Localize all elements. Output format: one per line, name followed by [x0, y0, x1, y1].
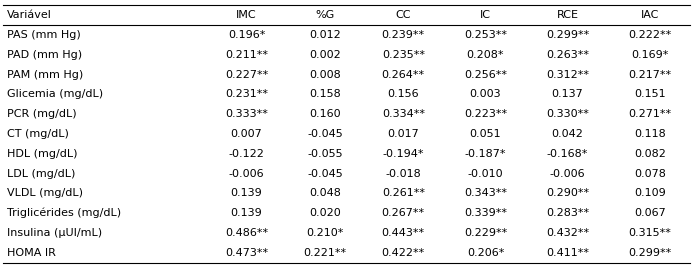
Text: Glicemia (mg/dL): Glicemia (mg/dL) [7, 90, 103, 99]
Text: 0.042: 0.042 [552, 129, 584, 139]
Text: 0.339**: 0.339** [464, 208, 507, 218]
Text: Insulina (μUI/mL): Insulina (μUI/mL) [7, 228, 102, 238]
Text: 0.217**: 0.217** [629, 70, 672, 80]
Text: 0.223**: 0.223** [464, 109, 507, 119]
Text: 0.196*: 0.196* [228, 30, 265, 40]
Text: 0.227**: 0.227** [225, 70, 268, 80]
Text: 0.048: 0.048 [309, 188, 341, 198]
Text: CT (mg/dL): CT (mg/dL) [7, 129, 69, 139]
Text: 0.333**: 0.333** [225, 109, 268, 119]
Text: 0.208*: 0.208* [466, 50, 505, 60]
Text: -0.006: -0.006 [550, 169, 586, 179]
Text: 0.315**: 0.315** [629, 228, 672, 238]
Text: 0.156: 0.156 [387, 90, 419, 99]
Text: 0.283**: 0.283** [546, 208, 589, 218]
Text: PAM (mm Hg): PAM (mm Hg) [7, 70, 83, 80]
Text: 0.239**: 0.239** [382, 30, 425, 40]
Text: -0.010: -0.010 [468, 169, 503, 179]
Text: 0.330**: 0.330** [546, 109, 589, 119]
Text: PAS (mm Hg): PAS (mm Hg) [7, 30, 80, 40]
Text: 0.253**: 0.253** [464, 30, 507, 40]
Text: -0.168*: -0.168* [547, 149, 588, 159]
Text: %G: %G [315, 10, 335, 20]
Text: 0.169*: 0.169* [631, 50, 669, 60]
Text: IAC: IAC [640, 10, 659, 20]
Text: 0.473**: 0.473** [225, 248, 268, 258]
Text: 0.211**: 0.211** [225, 50, 268, 60]
Text: 0.003: 0.003 [470, 90, 501, 99]
Text: 0.267**: 0.267** [382, 208, 425, 218]
Text: 0.231**: 0.231** [225, 90, 268, 99]
Text: 0.206*: 0.206* [467, 248, 504, 258]
Text: 0.160: 0.160 [309, 109, 341, 119]
Text: 0.017: 0.017 [387, 129, 419, 139]
Text: 0.137: 0.137 [552, 90, 584, 99]
Text: 0.158: 0.158 [309, 90, 341, 99]
Text: -0.045: -0.045 [307, 129, 343, 139]
Text: 0.082: 0.082 [634, 149, 666, 159]
Text: PCR (mg/dL): PCR (mg/dL) [7, 109, 76, 119]
Text: 0.256**: 0.256** [464, 70, 507, 80]
Text: 0.443**: 0.443** [382, 228, 425, 238]
Text: 0.007: 0.007 [231, 129, 263, 139]
Text: 0.067: 0.067 [634, 208, 666, 218]
Text: -0.187*: -0.187* [465, 149, 506, 159]
Text: 0.271**: 0.271** [629, 109, 672, 119]
Text: Triglicérides (mg/dL): Triglicérides (mg/dL) [7, 208, 121, 218]
Text: 0.264**: 0.264** [382, 70, 425, 80]
Text: 0.139: 0.139 [231, 208, 263, 218]
Text: Variável: Variável [7, 10, 52, 20]
Text: 0.312**: 0.312** [546, 70, 589, 80]
Text: 0.139: 0.139 [231, 188, 263, 198]
Text: RCE: RCE [556, 10, 579, 20]
Text: IC: IC [480, 10, 491, 20]
Text: 0.299**: 0.299** [628, 248, 672, 258]
Text: -0.045: -0.045 [307, 169, 343, 179]
Text: 0.020: 0.020 [309, 208, 341, 218]
Text: 0.343**: 0.343** [464, 188, 507, 198]
Text: 0.263**: 0.263** [546, 50, 589, 60]
Text: 0.078: 0.078 [634, 169, 666, 179]
Text: 0.109: 0.109 [634, 188, 666, 198]
Text: 0.008: 0.008 [309, 70, 341, 80]
Text: 0.334**: 0.334** [382, 109, 425, 119]
Text: -0.055: -0.055 [307, 149, 343, 159]
Text: VLDL (mg/dL): VLDL (mg/dL) [7, 188, 83, 198]
Text: -0.018: -0.018 [385, 169, 421, 179]
Text: 0.229**: 0.229** [464, 228, 507, 238]
Text: 0.299**: 0.299** [546, 30, 589, 40]
Text: 0.118: 0.118 [634, 129, 666, 139]
Text: IMC: IMC [236, 10, 257, 20]
Text: LDL (mg/dL): LDL (mg/dL) [7, 169, 76, 179]
Text: 0.222**: 0.222** [628, 30, 672, 40]
Text: 0.411**: 0.411** [546, 248, 589, 258]
Text: 0.002: 0.002 [309, 50, 341, 60]
Text: 0.432**: 0.432** [546, 228, 589, 238]
Text: 0.422**: 0.422** [382, 248, 425, 258]
Text: PAD (mm Hg): PAD (mm Hg) [7, 50, 82, 60]
Text: 0.235**: 0.235** [382, 50, 425, 60]
Text: 0.012: 0.012 [309, 30, 341, 40]
Text: 0.221**: 0.221** [304, 248, 346, 258]
Text: 0.151: 0.151 [634, 90, 665, 99]
Text: -0.194*: -0.194* [383, 149, 424, 159]
Text: HOMA IR: HOMA IR [7, 248, 56, 258]
Text: CC: CC [396, 10, 411, 20]
Text: 0.051: 0.051 [470, 129, 501, 139]
Text: -0.006: -0.006 [229, 169, 264, 179]
Text: 0.290**: 0.290** [546, 188, 589, 198]
Text: 0.486**: 0.486** [225, 228, 268, 238]
Text: 0.210*: 0.210* [306, 228, 344, 238]
Text: 0.261**: 0.261** [382, 188, 425, 198]
Text: -0.122: -0.122 [229, 149, 265, 159]
Text: HDL (mg/dL): HDL (mg/dL) [7, 149, 78, 159]
